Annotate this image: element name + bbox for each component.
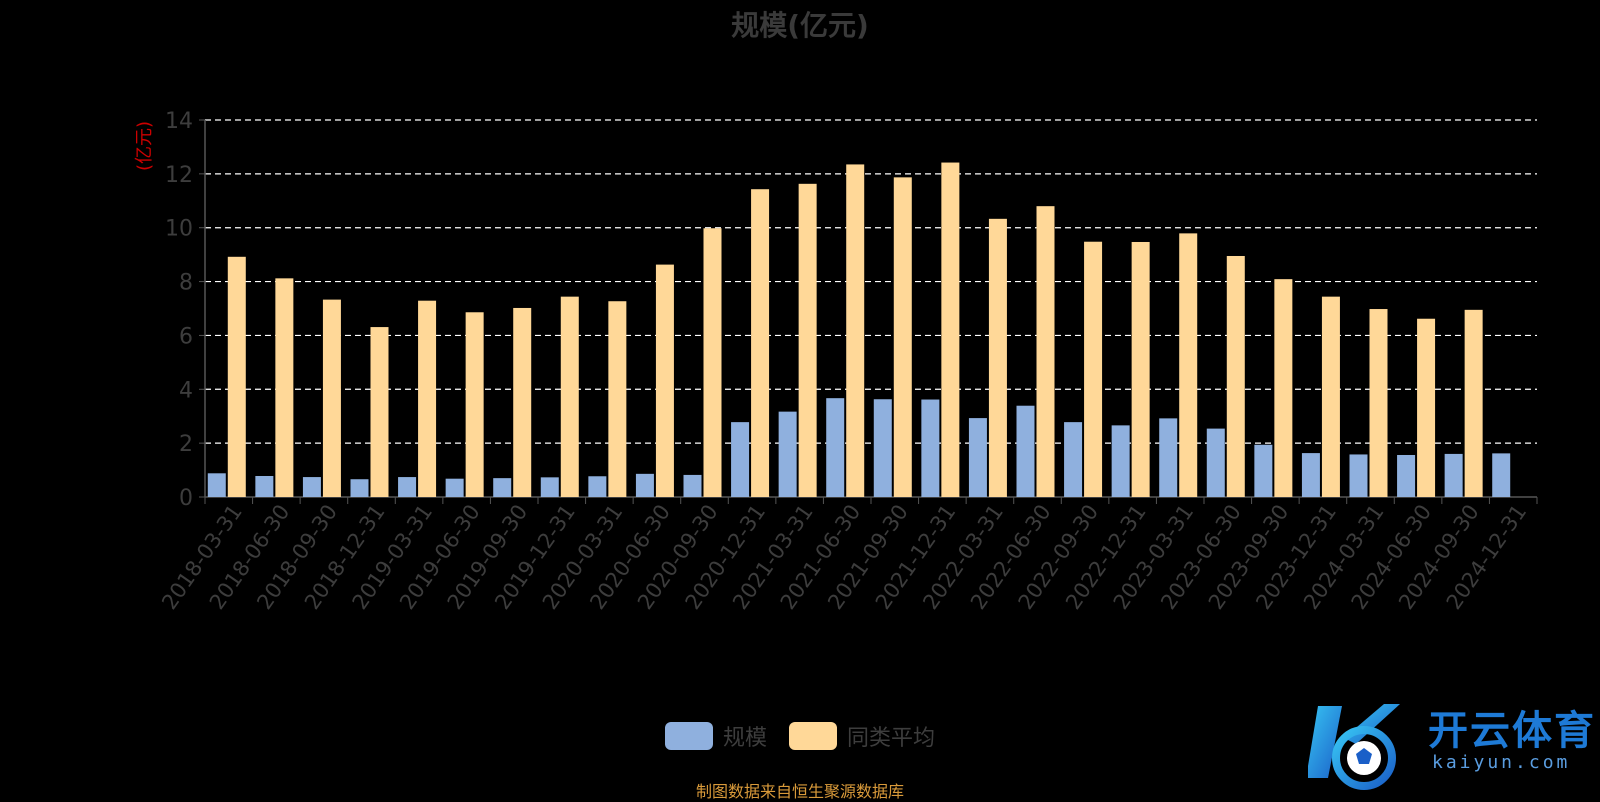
bar-series2 [275,278,294,497]
y-tick-label: 6 [179,324,193,349]
bar-series2 [1417,318,1436,497]
bar-series1 [1254,444,1273,497]
data-source-note: 制图数据来自恒生聚源数据库 [695,782,904,801]
bar-series1 [540,477,559,497]
bar-series1 [1349,454,1368,497]
y-tick-label: 8 [179,271,193,296]
bar-series1 [1159,418,1178,497]
bar-series2 [560,296,579,497]
legend: 规模 同类平均 [0,720,1600,752]
bar-series2 [703,228,722,497]
y-axis-unit-label: (亿元) [134,121,155,171]
bar-series1 [1016,405,1035,497]
legend-item-series1[interactable]: 规模 [664,720,767,752]
bar-series1 [873,399,892,497]
bar-series2 [751,189,770,497]
bar-series2 [418,300,437,497]
bar-series1 [1444,453,1463,497]
bar-series1 [398,477,417,497]
legend-item-series2[interactable]: 同类平均 [789,720,935,752]
kaiyun-logo-icon [1308,704,1400,790]
bar-series1 [493,478,512,497]
bar-series1 [731,422,750,497]
bar-series1 [683,474,702,497]
bar-series1 [921,399,940,497]
bar-series1 [445,478,464,497]
bar-series2 [227,256,246,497]
bar-series2 [655,264,674,497]
bar-series2 [1131,241,1150,497]
bar-series1 [350,479,369,497]
legend-swatch-series2 [789,722,837,750]
bar-series2 [370,327,389,497]
bar-series2 [893,177,912,498]
bar-series2 [513,307,532,497]
legend-label-series2: 同类平均 [847,726,936,751]
bar-series2 [322,299,341,497]
logo-domain: kaiyun.com [1432,752,1571,773]
y-tick-label: 4 [179,378,193,403]
bar-series1 [968,418,987,497]
bar-series1 [1301,453,1320,497]
y-tick-label: 14 [165,109,193,134]
bar-series2 [608,301,627,497]
bar-series2 [1179,233,1198,497]
kaiyun-logo: 开云体育 kaiyun.com [1308,698,1598,794]
bar-series2 [465,312,484,497]
bar-series2 [1464,309,1483,497]
bar-series1 [207,473,226,497]
bar-series2 [941,162,960,497]
bar-series1 [1064,422,1083,497]
bar-series2 [798,183,817,497]
y-tick-label: 0 [179,486,193,511]
bar-series2 [988,218,1007,497]
bar-series1 [1111,425,1130,497]
y-tick-label: 12 [165,163,193,188]
bar-series1 [778,411,797,497]
bar-series1 [1206,428,1225,497]
legend-label-series1: 规模 [722,726,767,751]
bar-series1 [302,477,321,497]
bar-series2 [1321,296,1340,497]
bar-series1 [1397,454,1416,497]
bar-series1 [1492,453,1511,497]
chart-title: 规模(亿元) [731,9,869,42]
bar-series1 [588,476,607,497]
bar-series2 [1084,241,1103,497]
bar-series2 [1369,309,1388,497]
bar-series1 [826,398,845,497]
bar-series1 [635,473,654,497]
y-tick-label: 10 [165,217,193,242]
bar-series2 [1036,206,1055,497]
bar-series2 [1226,255,1245,497]
logo-wordmark: 开云体育 [1428,708,1596,754]
y-tick-label: 2 [179,432,193,457]
bar-series1 [255,475,274,497]
legend-swatch-series1 [664,722,713,750]
bar-series2 [846,164,865,498]
bar-series2 [1274,279,1293,497]
